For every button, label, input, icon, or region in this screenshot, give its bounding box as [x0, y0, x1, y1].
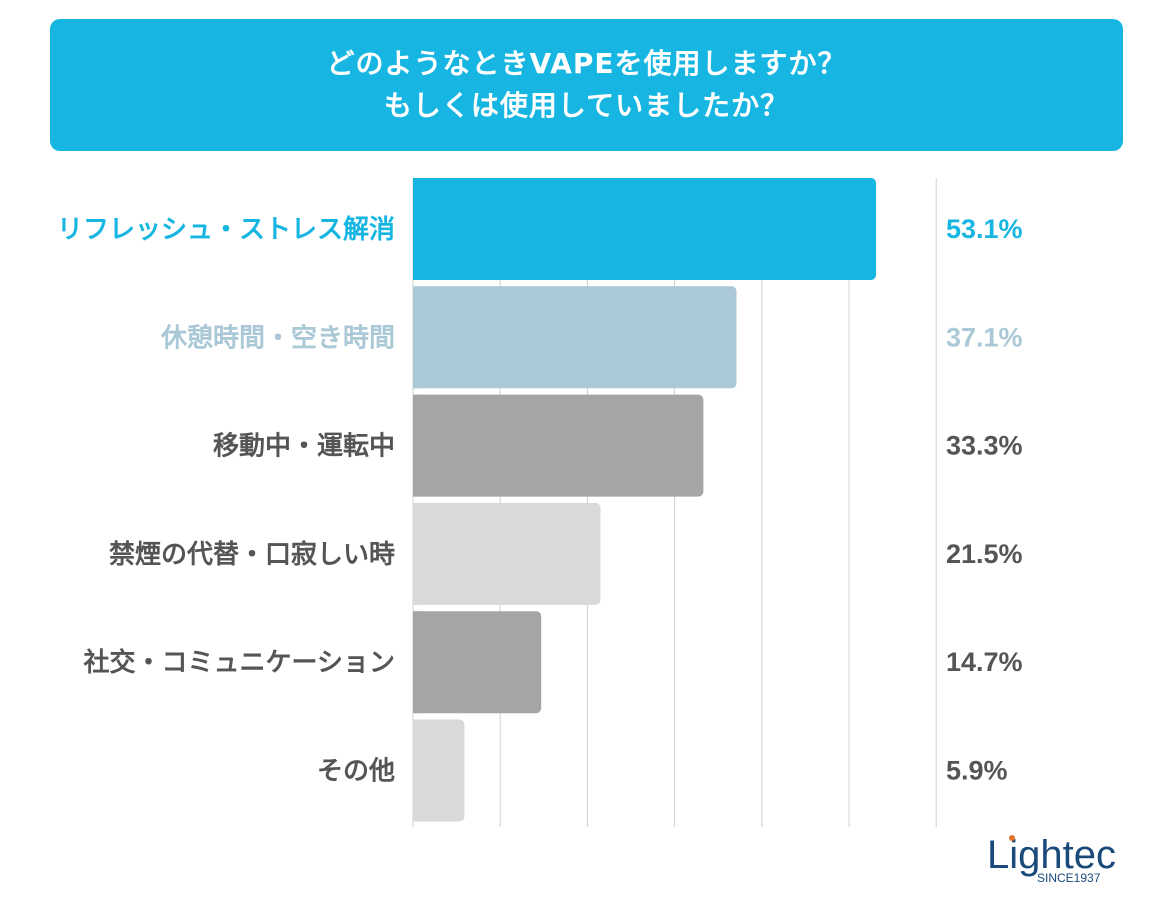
- logo-tagline: SINCE1937: [1037, 871, 1101, 885]
- bar-base: [413, 503, 421, 605]
- value-label: 14.7%: [946, 647, 1023, 677]
- category-label: 休憩時間・空き時間: [160, 322, 395, 353]
- bar: [413, 395, 703, 497]
- bar-base: [413, 611, 421, 713]
- bar-base: [413, 286, 421, 388]
- value-label: 5.9%: [946, 756, 1008, 786]
- value-label: 53.1%: [946, 214, 1023, 244]
- category-label: リフレッシュ・ストレス解消: [57, 215, 395, 245]
- value-label: 37.1%: [946, 322, 1023, 352]
- bar-chart: リフレッシュ・ストレス解消休憩時間・空き時間移動中・運転中禁煙の代替・口寂しい時…: [0, 0, 1168, 900]
- category-label: 禁煙の代替・口寂しい時: [109, 539, 395, 570]
- bar: [413, 178, 876, 280]
- category-label: 社交・コミュニケーション: [84, 647, 395, 678]
- bar-base: [413, 395, 421, 497]
- bar-base: [413, 178, 421, 280]
- category-label: その他: [317, 757, 395, 787]
- bar: [413, 503, 600, 605]
- lightec-logo: Lightec SINCE1937: [985, 828, 1125, 888]
- bar: [413, 286, 737, 388]
- logo-dot-icon: [1009, 835, 1015, 841]
- value-label: 33.3%: [946, 431, 1023, 461]
- category-label: 移動中・運転中: [213, 432, 395, 462]
- bar: [413, 611, 541, 713]
- value-label: 21.5%: [946, 539, 1023, 569]
- bar-base: [413, 720, 421, 822]
